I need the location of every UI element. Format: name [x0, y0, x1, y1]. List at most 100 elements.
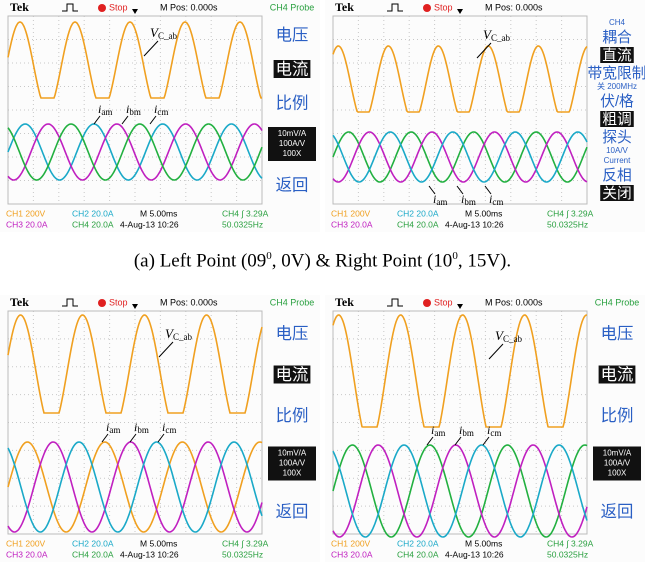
status-text: M 5.00ms	[465, 208, 502, 218]
menu-item: 100A/V	[279, 459, 306, 468]
label-subscript: am	[434, 428, 445, 438]
status-text: CH2 20.0A	[72, 208, 114, 218]
menu-item: 100A/V	[604, 459, 631, 468]
brand: Tek	[10, 295, 29, 309]
menu-item: 关 200MHz	[597, 81, 637, 91]
label-subscript: cm	[492, 197, 503, 207]
status-text: CH3 20.0A	[6, 549, 48, 559]
menu-item: 100A/V	[279, 139, 306, 148]
menu-item: 粗调	[602, 111, 632, 128]
label-subscript: C_ab	[158, 31, 177, 41]
status-text: CH2 20.0A	[397, 538, 439, 548]
menu-item: 返回	[601, 503, 634, 521]
label-subscript: C_ab	[503, 334, 522, 344]
status-text: CH4 20.0A	[72, 219, 114, 229]
run-state: Stop	[109, 297, 128, 307]
menu-item: 返回	[276, 176, 309, 194]
run-state: Stop	[434, 2, 453, 12]
menu-item: 比例	[276, 94, 309, 112]
brand: Tek	[335, 0, 354, 14]
menu-item: 带宽限制	[588, 65, 645, 82]
status-text: CH1 200V	[331, 208, 371, 218]
label-subscript: bm	[137, 425, 149, 435]
menu-item: 10mV/A	[278, 129, 307, 138]
menu-item: 电压	[601, 325, 634, 343]
label-subscript: C_ab	[491, 33, 510, 43]
menu-item: 耦合	[602, 29, 632, 46]
status-text: 4-Aug-13 10:26	[445, 219, 504, 229]
status-text: CH3 20.0A	[331, 219, 373, 229]
menu-title: CH4 Probe	[270, 297, 315, 307]
stop-indicator	[423, 4, 431, 12]
menu-item: 电流	[601, 366, 634, 384]
menu-title: CH4 Probe	[595, 297, 640, 307]
menu-item: 探头	[602, 129, 632, 146]
menu-item: 返回	[276, 503, 309, 521]
status-text: M 5.00ms	[140, 538, 177, 548]
status-text: 50.0325Hz	[222, 549, 263, 559]
figure: TekStopM Pos: 0.000sCH4 ProbeVC_abiamibm…	[0, 0, 645, 562]
menu-item: 反相	[602, 167, 632, 184]
menu-item: 100X	[283, 469, 302, 478]
status-text: CH4 20.0A	[397, 549, 439, 559]
status-text: CH4 ∫ 3.29A	[547, 208, 594, 218]
label-subscript: am	[101, 107, 112, 117]
caption-text: , 15V).	[458, 250, 511, 271]
horizontal-position: M Pos: 0.000s	[160, 297, 218, 307]
menu-item: 电压	[276, 26, 309, 44]
menu-item: 100X	[283, 149, 302, 158]
menu-item: 直流	[602, 47, 632, 64]
status-text: CH4 20.0A	[72, 549, 114, 559]
menu-title: CH4 Probe	[270, 2, 315, 12]
menu-item: 伏/格	[600, 93, 634, 110]
status-text: CH4 ∫ 3.29A	[222, 538, 269, 548]
label-subscript: am	[109, 425, 120, 435]
status-text: 4-Aug-13 10:26	[120, 549, 179, 559]
menu-item: 100X	[608, 469, 627, 478]
menu-item: 电流	[276, 366, 309, 384]
run-state: Stop	[109, 2, 128, 12]
menu-item: 电流	[276, 60, 309, 78]
status-text: CH4 ∫ 3.29A	[222, 208, 269, 218]
label-subscript: C_ab	[173, 332, 192, 342]
run-state: Stop	[434, 297, 453, 307]
stop-indicator	[98, 299, 106, 307]
status-text: 4-Aug-13 10:26	[120, 219, 179, 229]
brand: Tek	[335, 295, 354, 309]
caption-text: , 0V) & Right Point (10	[272, 250, 453, 271]
menu-item: 10mV/A	[603, 449, 632, 458]
label-subscript: bm	[462, 428, 474, 438]
brand: Tek	[10, 0, 29, 14]
status-text: M 5.00ms	[140, 208, 177, 218]
menu-item: 比例	[276, 407, 309, 425]
horizontal-position: M Pos: 0.000s	[160, 2, 218, 12]
label-subscript: bm	[464, 197, 476, 207]
menu-item: 10A/V	[606, 146, 628, 155]
stop-indicator	[423, 299, 431, 307]
menu-item: CH4	[609, 18, 626, 27]
status-text: CH3 20.0A	[331, 549, 373, 559]
status-text: CH2 20.0A	[72, 538, 114, 548]
label-subscript: am	[436, 197, 447, 207]
menu-item: 关闭	[602, 185, 632, 202]
menu-item: Current	[604, 156, 631, 165]
status-text: 50.0325Hz	[222, 219, 263, 229]
caption-text: (a) Left Point (09	[134, 250, 266, 271]
status-text: 50.0325Hz	[547, 219, 588, 229]
status-text: CH3 20.0A	[6, 219, 48, 229]
status-text: M 5.00ms	[465, 538, 502, 548]
menu-item: 10mV/A	[278, 449, 307, 458]
status-text: CH4 ∫ 3.29A	[547, 538, 594, 548]
status-text: CH1 200V	[6, 538, 46, 548]
horizontal-position: M Pos: 0.000s	[485, 2, 543, 12]
status-text: CH4 20.0A	[397, 219, 439, 229]
label-subscript: cm	[165, 425, 176, 435]
status-text: CH2 20.0A	[397, 208, 439, 218]
